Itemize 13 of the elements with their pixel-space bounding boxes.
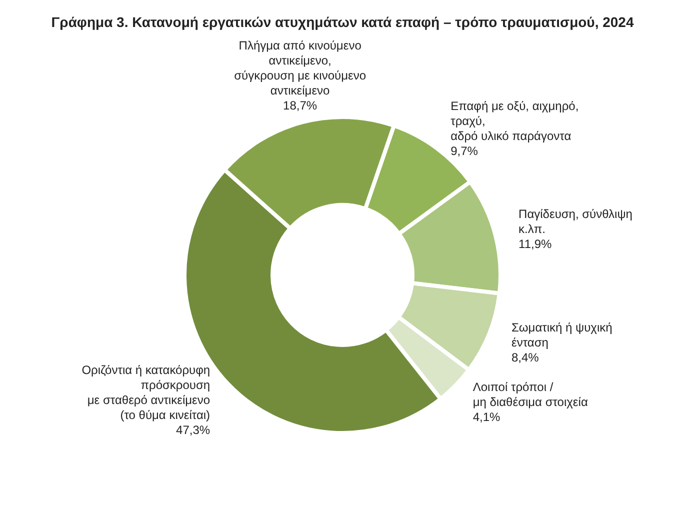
slice-label: Λοιποί τρόποι / μη διαθέσιμα στοιχεία xyxy=(472,380,588,410)
slice-label: Πλήγμα από κινούμενο αντικείμενο, σύγκρουση με κινούμενο αντικείμενο xyxy=(234,38,366,98)
data-label: 4,1% xyxy=(472,410,501,424)
slice-label: Σωματική ή ψυχική ένταση xyxy=(512,320,612,350)
data-label: 8,4% xyxy=(512,350,540,365)
chart-title: Γράφημα 3. Κατανομή εργατικών ατυχημάτων κατά επαφή – τρόπο τραυματισμού, 2024 xyxy=(51,14,634,30)
slice-label: Οριζόντια ή κατακόρυφη πρόσκρουση με σταθερό αντικείμενο (το θύμα κινείται) xyxy=(82,362,210,422)
data-label: 11,9% xyxy=(518,236,552,251)
data-label: 18,7% xyxy=(283,98,318,112)
slice-label: Επαφή με οξύ, αιχμηρό, τραχύ, αδρό υλικό παράγοντα xyxy=(450,99,579,144)
slice-label: Παγίδευση, σύνθλιψη κ.λπ. xyxy=(518,206,632,236)
data-label: 47,3% xyxy=(176,422,210,437)
data-label: 9,7% xyxy=(450,144,478,158)
